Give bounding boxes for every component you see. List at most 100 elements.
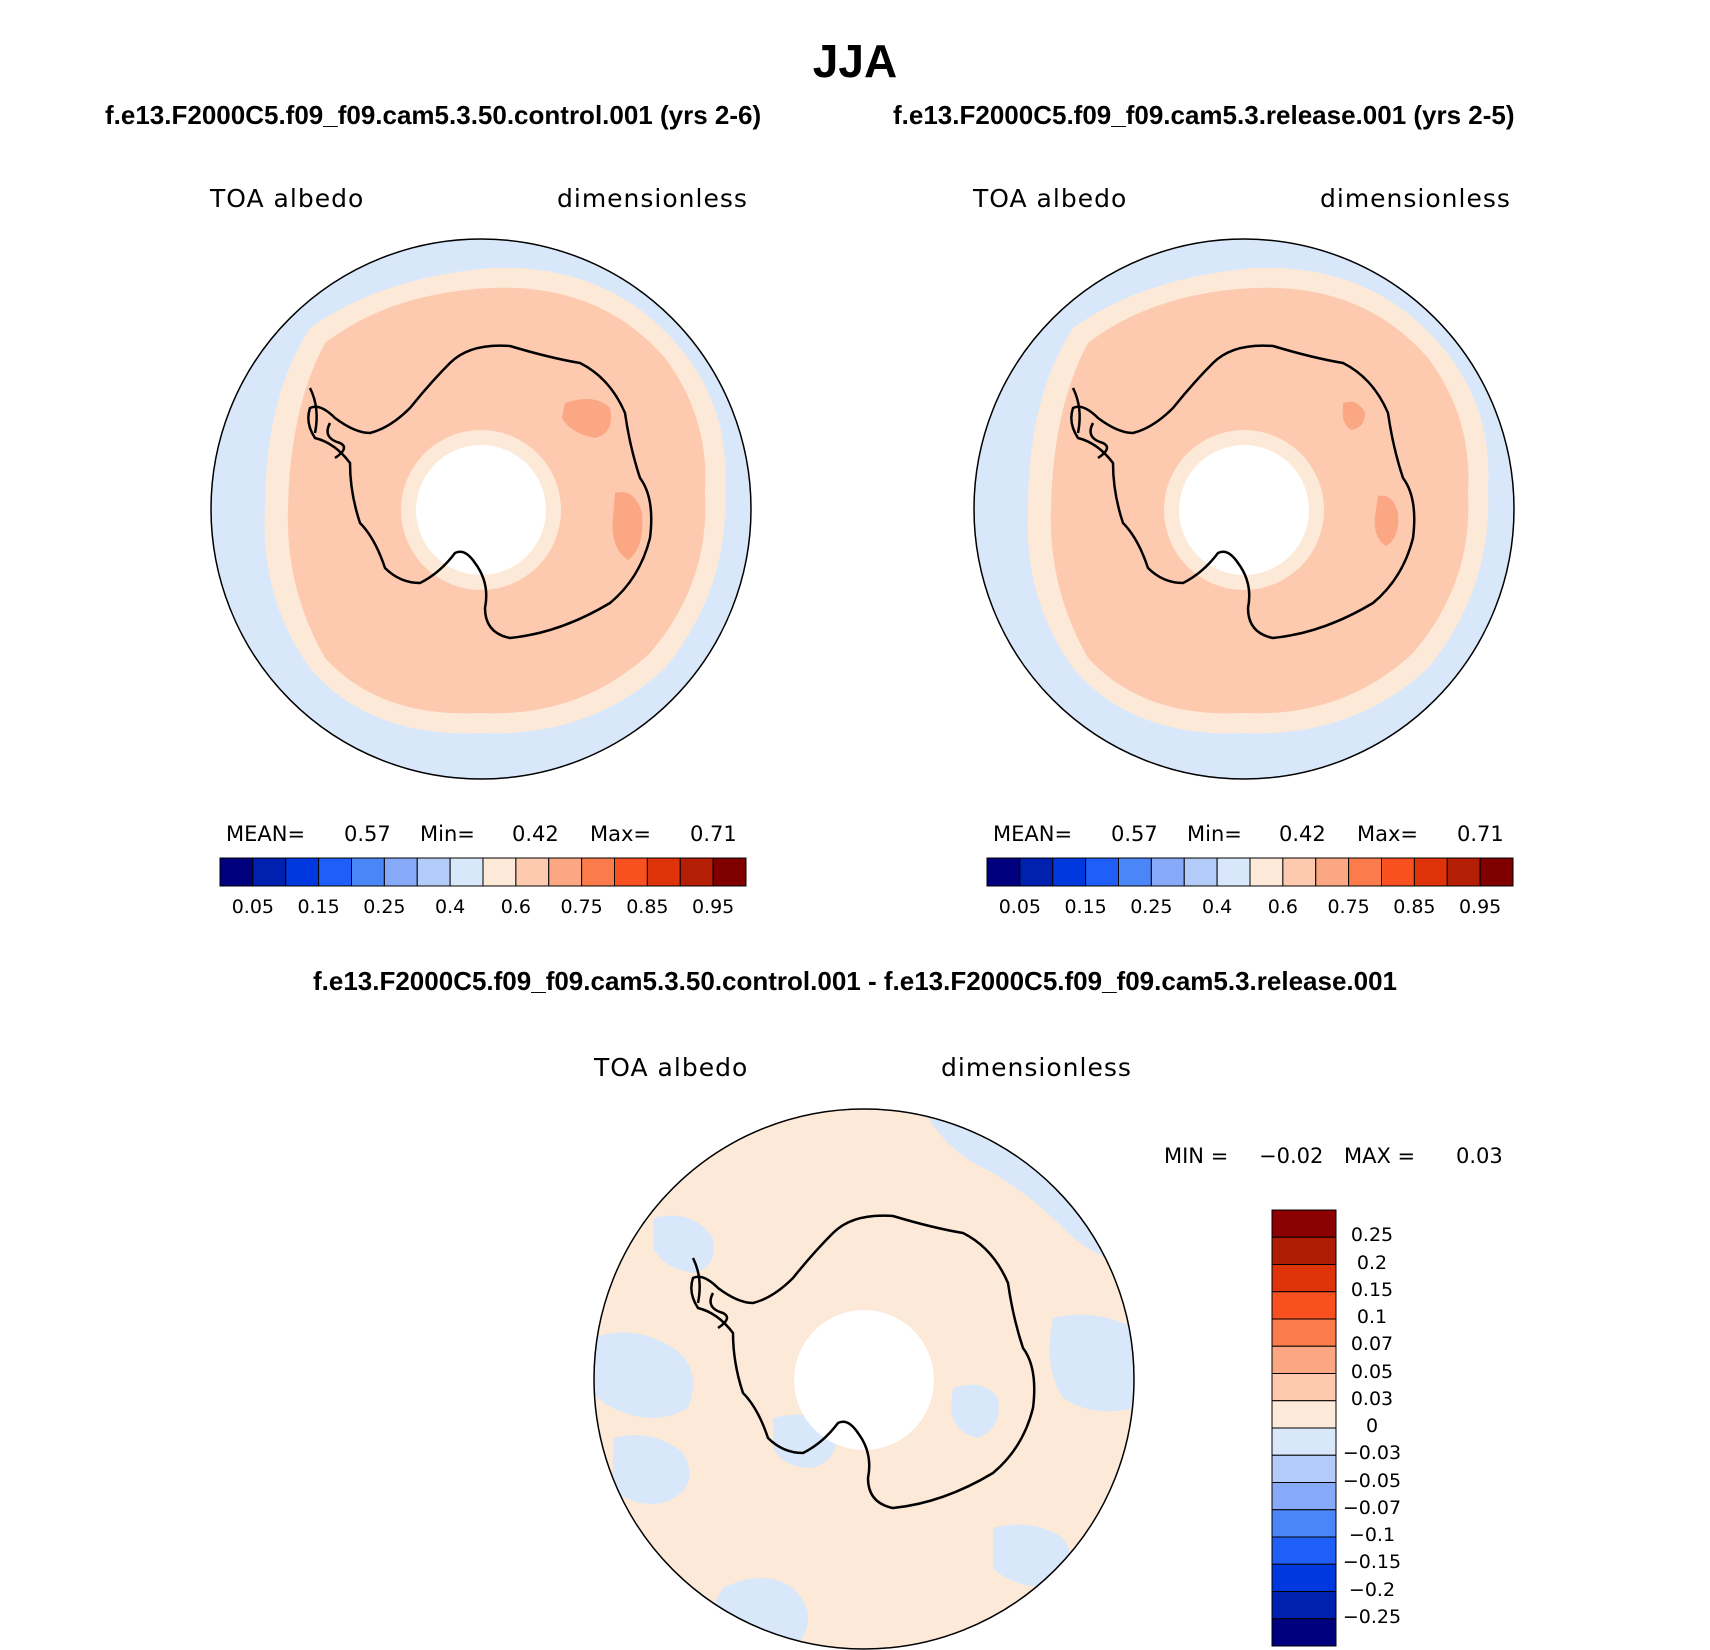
- left-min-label: Min=: [420, 822, 475, 846]
- right-units-label: dimensionless: [1320, 184, 1511, 213]
- colorbar-swatch: [1216, 857, 1251, 887]
- peak-region-1: [562, 399, 611, 438]
- colorbar-swatch: [1052, 857, 1087, 887]
- coastline: [1070, 344, 1416, 640]
- difference-polar-map: [593, 1108, 1135, 1650]
- right-max-value: 0.71: [1457, 822, 1504, 846]
- peak-region-2: [1374, 495, 1399, 546]
- right-colorbar: [986, 857, 1514, 887]
- colorbar-swatch: [1271, 1591, 1337, 1620]
- neg-patch: [951, 1384, 999, 1438]
- colorbar-swatch: [1019, 857, 1054, 887]
- diff-max-label: MAX =: [1344, 1144, 1416, 1168]
- colorbar-tick-label: 0.85: [1393, 896, 1436, 918]
- colorbar-swatch: [1271, 1482, 1337, 1511]
- colorbar-tick-label: 0.6: [1267, 896, 1298, 918]
- colorbar-tick-label: 0.15: [297, 896, 340, 918]
- neg-patch: [653, 1215, 714, 1273]
- colorbar-swatch: [1282, 857, 1317, 887]
- diff-max-value: 0.03: [1456, 1144, 1503, 1168]
- colorbar-tick-label: −0.1: [1348, 1524, 1396, 1546]
- map-border: [210, 238, 752, 780]
- right-max-label: Max=: [1357, 822, 1419, 846]
- colorbar-swatch: [1271, 1236, 1337, 1265]
- peninsula: [691, 1257, 729, 1330]
- colorbar-tick-label: 0.85: [626, 896, 669, 918]
- colorbar-tick-label: −0.2: [1348, 1578, 1396, 1601]
- colorbar-swatch: [1271, 1509, 1337, 1538]
- diff-min-value: −0.02: [1259, 1144, 1324, 1168]
- left-case-title: f.e13.F2000C5.f09_f09.cam5.3.50.control.…: [105, 100, 762, 130]
- left-colorbar: [219, 857, 747, 887]
- colorbar-swatch: [1479, 857, 1514, 887]
- right-case-title: f.e13.F2000C5.f09_f09.cam5.3.release.001…: [893, 100, 1515, 130]
- peak-region-1: [1342, 401, 1365, 430]
- map-border: [973, 238, 1515, 780]
- colorbar-swatch: [581, 857, 615, 887]
- right-min-value: 0.42: [1279, 822, 1326, 846]
- colorbar-swatch: [1271, 1563, 1337, 1592]
- colorbar-swatch: [1413, 857, 1448, 887]
- colorbar-tick-label: −0.15: [1342, 1551, 1402, 1574]
- colorbar-swatch: [1348, 857, 1382, 887]
- colorbar-swatch: [482, 857, 517, 887]
- colorbar-swatch: [986, 857, 1021, 887]
- figure-title: JJA: [812, 35, 898, 87]
- difference-colorbar: [1271, 1209, 1337, 1647]
- peak-region-2: [612, 492, 643, 560]
- colorbar-swatch: [1271, 1536, 1337, 1565]
- colorbar-swatch: [1249, 857, 1284, 887]
- colorbar-swatch: [1315, 857, 1350, 887]
- colorbar-swatch: [614, 857, 648, 887]
- colorbar-tick-label: 0.25: [1130, 896, 1173, 918]
- colorbar-swatch: [1183, 857, 1218, 887]
- colorbar-swatch: [679, 857, 714, 887]
- diff-min-label: MIN =: [1164, 1144, 1229, 1168]
- colorbar-swatch: [383, 857, 418, 887]
- diff-units-label: dimensionless: [941, 1053, 1132, 1082]
- colorbar-swatch: [1271, 1618, 1337, 1647]
- colorbar-swatch: [1446, 857, 1481, 887]
- colorbar-tick-label: 0.95: [1458, 896, 1502, 918]
- colorbar-swatch: [646, 857, 681, 887]
- colorbar-swatch: [1271, 1264, 1337, 1293]
- pole-hole: [1179, 445, 1309, 575]
- left-units-label: dimensionless: [557, 184, 748, 213]
- colorbar-tick-label: −0.25: [1342, 1605, 1402, 1628]
- colorbar-swatch: [515, 857, 550, 887]
- pole-hole: [794, 1310, 934, 1450]
- colorbar-swatch: [1150, 857, 1185, 887]
- colorbar-tick-label: 0.25: [363, 896, 406, 918]
- pole-hole: [416, 445, 546, 575]
- right-min-label: Min=: [1187, 822, 1242, 846]
- colorbar-swatch: [1271, 1373, 1337, 1402]
- colorbar-swatch: [318, 857, 352, 887]
- right-mean-value: 0.57: [1111, 822, 1158, 846]
- colorbar-swatch: [449, 857, 484, 887]
- neg-patch: [594, 1332, 693, 1418]
- colorbar-tick-label: 0.1: [1356, 1306, 1388, 1328]
- colorbar-swatch: [1271, 1318, 1337, 1347]
- coastline: [307, 344, 653, 640]
- left-min-value: 0.42: [512, 822, 559, 846]
- left-mean-value: 0.57: [344, 822, 391, 846]
- neg-patch: [993, 1524, 1071, 1588]
- coastline: [690, 1214, 1036, 1510]
- colorbar-tick-label: 0.07: [1350, 1333, 1394, 1356]
- colorbar-swatch: [1271, 1427, 1337, 1456]
- colorbar-swatch: [1381, 857, 1415, 887]
- peninsula: [1071, 387, 1109, 460]
- colorbar-tick-label: 0.75: [1327, 896, 1370, 918]
- colorbar-tick-label: 0.4: [1202, 896, 1233, 918]
- right-variable-label: TOA albedo: [973, 184, 1128, 213]
- left-polar-map: [210, 238, 752, 780]
- colorbar-swatch: [416, 857, 451, 887]
- colorbar-swatch: [351, 857, 385, 887]
- colorbar-tick-label: 0.4: [435, 896, 466, 918]
- left-max-value: 0.71: [690, 822, 737, 846]
- colorbar-swatch: [1271, 1345, 1337, 1374]
- left-variable-label: TOA albedo: [210, 184, 365, 213]
- neg-patch: [613, 1435, 690, 1504]
- colorbar-tick-label: 0.95: [691, 896, 735, 918]
- colorbar-tick-label: 0.75: [560, 896, 603, 918]
